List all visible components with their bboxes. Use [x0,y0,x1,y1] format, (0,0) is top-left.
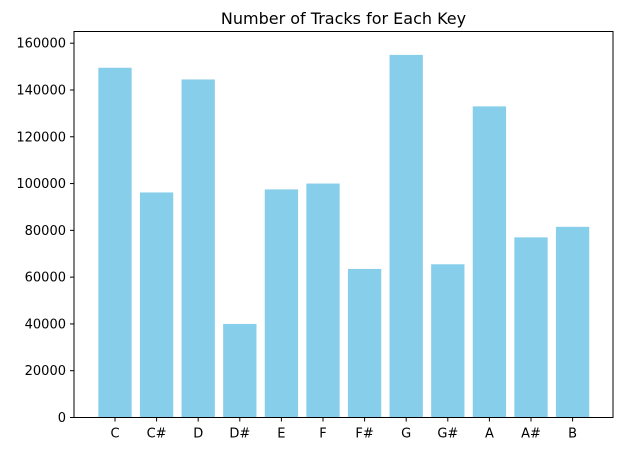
x-axis: C C# D D# E F F# G G# A A# B [110,417,577,442]
x-tick-label: B [568,427,577,442]
x-tick-label: C [110,427,119,442]
y-tick-label: 0 [58,411,66,426]
bar-G# [431,264,465,418]
y-tick-label: 100000 [16,177,66,192]
x-tick-label: G# [437,427,458,442]
chart-title: Number of Tracks for Each Key [221,9,466,28]
bar-D [181,79,215,418]
x-tick-label: F [319,427,326,442]
bar-E [264,189,299,418]
bar-B [555,226,590,418]
bar-C [98,67,132,418]
x-tick-label: A# [521,427,541,442]
x-tick-label: F# [355,427,373,442]
y-tick-label: 80000 [25,224,66,239]
bar-F [306,183,340,418]
bar-A# [514,237,548,418]
y-tick-label: 140000 [16,83,66,98]
bar-F# [347,268,382,418]
y-tick-label: 20000 [25,364,66,379]
y-tick-label: 120000 [16,130,66,145]
y-tick-label: 60000 [25,271,66,286]
plot-frame [73,31,614,418]
y-axis: 0 20000 40000 60000 80000 100000 120000 140000 1… [16,37,74,426]
bar-D# [223,323,257,418]
y-tick-label: 160000 [16,37,66,52]
x-tick-label: G [401,427,411,442]
x-tick-label: E [277,427,285,442]
bar-G [389,54,423,418]
bars [98,54,590,418]
x-tick-label: D [193,427,203,442]
bar-C# [139,192,174,418]
y-tick-label: 40000 [25,317,66,332]
bar-A [472,106,507,418]
x-tick-label: C# [147,427,167,442]
x-tick-label: D# [229,427,250,442]
x-tick-label: A [485,427,494,442]
